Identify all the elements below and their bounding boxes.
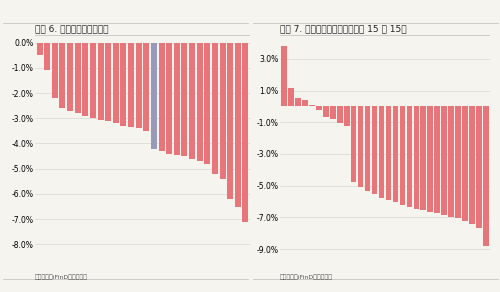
- Bar: [469, 106, 474, 224]
- Bar: [288, 88, 294, 106]
- Bar: [235, 43, 241, 206]
- Bar: [90, 43, 96, 118]
- Bar: [434, 106, 440, 213]
- Bar: [189, 43, 195, 159]
- Bar: [174, 43, 180, 155]
- Bar: [128, 43, 134, 127]
- Bar: [296, 98, 301, 106]
- Bar: [196, 43, 202, 161]
- Text: 图表 7. 本周二级行业涨跌幅（前 15 后 15）: 图表 7. 本周二级行业涨跌幅（前 15 后 15）: [280, 24, 406, 33]
- Bar: [309, 105, 315, 106]
- Bar: [358, 106, 364, 187]
- Text: 资料来源：iFinD，中银证券: 资料来源：iFinD，中银证券: [35, 274, 88, 280]
- Bar: [60, 43, 66, 108]
- Bar: [462, 106, 468, 220]
- Bar: [302, 100, 308, 106]
- Bar: [448, 106, 454, 217]
- Bar: [74, 43, 80, 113]
- Bar: [372, 106, 378, 194]
- Text: 图表 6. 本周一级行业涨跌幅: 图表 6. 本周一级行业涨跌幅: [35, 24, 108, 33]
- Bar: [144, 43, 150, 131]
- Bar: [220, 43, 226, 179]
- Bar: [365, 106, 370, 191]
- Bar: [351, 106, 356, 182]
- Bar: [36, 43, 43, 55]
- Text: 资料来源：iFinD，中银证券: 资料来源：iFinD，中银证券: [280, 274, 333, 280]
- Bar: [392, 106, 398, 202]
- Bar: [52, 43, 58, 98]
- Bar: [344, 106, 350, 126]
- Bar: [136, 43, 141, 128]
- Bar: [282, 46, 287, 106]
- Bar: [428, 106, 433, 212]
- Bar: [44, 43, 50, 70]
- Bar: [420, 106, 426, 210]
- Bar: [337, 106, 342, 123]
- Bar: [105, 43, 111, 121]
- Bar: [386, 106, 392, 200]
- Bar: [204, 43, 210, 164]
- Bar: [476, 106, 482, 228]
- Bar: [166, 43, 172, 154]
- Bar: [158, 43, 164, 151]
- Bar: [82, 43, 88, 116]
- Bar: [242, 43, 248, 222]
- Bar: [455, 106, 461, 218]
- Bar: [378, 106, 384, 197]
- Bar: [182, 43, 188, 156]
- Bar: [151, 43, 157, 149]
- Bar: [120, 43, 126, 126]
- Bar: [212, 43, 218, 174]
- Bar: [406, 106, 412, 207]
- Bar: [113, 43, 119, 123]
- Bar: [323, 106, 328, 117]
- Bar: [316, 106, 322, 110]
- Bar: [483, 106, 488, 246]
- Bar: [67, 43, 73, 111]
- Bar: [400, 106, 405, 205]
- Bar: [227, 43, 233, 199]
- Bar: [442, 106, 447, 215]
- Bar: [330, 106, 336, 119]
- Bar: [414, 106, 419, 208]
- Bar: [98, 43, 103, 119]
